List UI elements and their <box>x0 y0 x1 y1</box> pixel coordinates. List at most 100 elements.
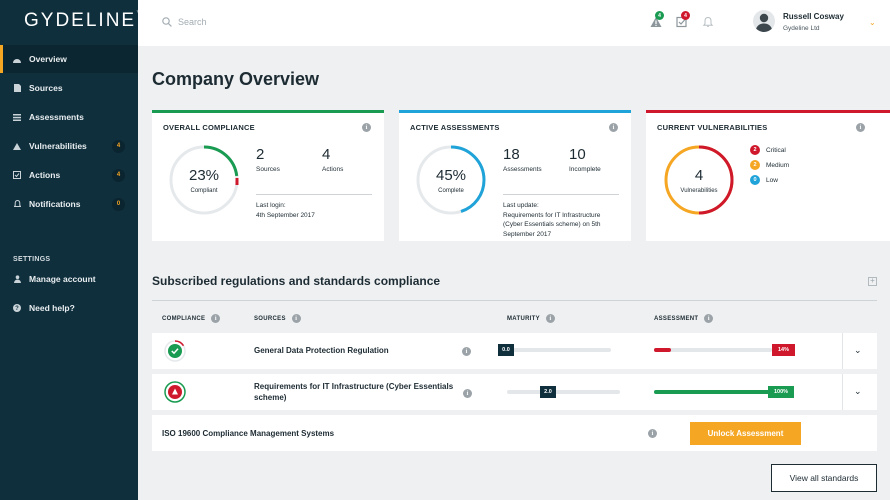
last-update-text: September 2017 <box>503 230 552 238</box>
sidebar-item-label: Notifications <box>29 199 81 209</box>
critical-label: Critical <box>766 146 786 154</box>
assessments-caption: Complete <box>438 188 464 194</box>
expand-icon[interactable]: + <box>868 277 877 286</box>
user-company: Gydeline Ltd <box>783 25 820 32</box>
card-title: OVERALL COMPLIANCE <box>163 123 255 132</box>
info-icon[interactable]: i <box>291 314 301 323</box>
sidebar-item-notifications[interactable]: Notifications 0 <box>0 190 138 218</box>
incomplete-label: Incomplete <box>569 166 601 173</box>
logo[interactable]: GYDELINE™ <box>24 10 141 31</box>
last-update-label: Last update: <box>503 202 539 209</box>
vuln-level-critical[interactable]: 2 Critical <box>750 145 786 155</box>
regulation-row[interactable]: Requirements for IT Infrastructure (Cybe… <box>152 374 877 410</box>
info-icon[interactable]: i <box>211 314 221 323</box>
sidebar-item-assessments[interactable]: Assessments <box>0 103 138 131</box>
sidebar-item-label: Vulnerabilities <box>29 141 87 151</box>
maturity-value: 2.0 <box>540 386 556 398</box>
regulation-name[interactable]: Requirements for IT Infrastructure (Cybe… <box>254 382 454 402</box>
card-accent-bar <box>399 110 631 113</box>
sidebar-item-sources[interactable]: Sources <box>0 74 138 102</box>
checkbox-icon <box>13 171 21 179</box>
settings-heading: SETTINGS <box>13 256 51 263</box>
chevron-down-icon[interactable]: ⌄ <box>854 345 862 355</box>
chevron-down-icon[interactable]: ⌄ <box>869 18 876 27</box>
sidebar-item-vulnerabilities[interactable]: Vulnerabilities 4 <box>0 132 138 160</box>
sources-label: Sources <box>256 166 280 173</box>
count-badge: 4 <box>112 168 125 182</box>
vuln-level-medium[interactable]: 2 Medium <box>750 160 789 170</box>
dashboard-icon <box>13 55 21 63</box>
compliant-status-icon <box>164 340 186 362</box>
actions-count: 4 <box>322 146 331 163</box>
column-header-assessment: ASSESSMENT i <box>654 314 714 323</box>
info-icon[interactable]: i <box>609 123 618 132</box>
assessments-card: ACTIVE ASSESSMENTS i 45% Complete 18 Ass… <box>399 110 631 241</box>
divider <box>503 194 619 195</box>
info-icon[interactable]: i <box>545 314 555 323</box>
view-all-standards-button[interactable]: View all standards <box>771 464 877 492</box>
warning-icon <box>13 142 21 150</box>
medium-label: Medium <box>766 161 790 169</box>
vulnerabilities-gauge <box>664 145 734 215</box>
card-accent-bar <box>152 110 384 113</box>
info-icon[interactable]: i <box>362 123 371 132</box>
section-title: Subscribed regulations and standards com… <box>152 274 441 288</box>
compliance-gauge <box>169 145 239 215</box>
info-icon[interactable]: i <box>704 314 714 323</box>
help-icon: ? <box>13 304 21 312</box>
regulation-name[interactable]: General Data Protection Regulation <box>254 346 389 355</box>
sidebar-item-label: Manage account <box>29 274 96 284</box>
assessments-label: Assessments <box>503 166 542 173</box>
vulnerabilities-caption: Vulnerabilities <box>680 188 718 194</box>
user-name[interactable]: Russell Cosway <box>783 12 844 21</box>
vulnerabilities-card: CURRENT VULNERABILITIES i 4 Vulnerabilit… <box>646 110 890 241</box>
warning-icon[interactable] <box>650 16 662 28</box>
info-icon[interactable]: i <box>648 429 657 438</box>
chevron-down-icon[interactable]: ⌄ <box>854 386 862 396</box>
incomplete-count: 10 <box>569 146 586 163</box>
card-title: CURRENT VULNERABILITIES <box>657 123 768 132</box>
info-icon[interactable]: i <box>463 389 472 398</box>
count-badge: 4 <box>112 139 125 153</box>
search-input[interactable] <box>178 15 378 29</box>
regulation-name[interactable]: ISO 19600 Compliance Management Systems <box>162 429 335 438</box>
document-icon <box>13 84 21 92</box>
top-bar: 4 4 Russell Cosway Gydeline Ltd ⌄ <box>138 0 890 46</box>
sidebar-item-manage-account[interactable]: Manage account <box>0 265 138 293</box>
divider <box>842 374 843 410</box>
card-title: ACTIVE ASSESSMENTS <box>410 123 500 132</box>
maturity-bar <box>507 390 620 394</box>
sidebar-item-label: Assessments <box>29 112 84 122</box>
assessment-value: 14% <box>772 344 795 356</box>
vulnerabilities-count: 4 <box>694 167 704 184</box>
card-accent-bar <box>646 110 890 113</box>
compliance-card: OVERALL COMPLIANCE i 23% Compliant 2 Sou… <box>152 110 384 241</box>
actions-label: Actions <box>322 166 344 173</box>
critical-count: 2 <box>750 145 760 155</box>
avatar[interactable] <box>753 10 775 32</box>
user-icon <box>13 275 21 283</box>
divider <box>842 333 843 369</box>
last-update-text: (Cyber Essentials scheme) on 5th <box>503 221 601 228</box>
low-count: 0 <box>750 175 760 185</box>
sidebar-item-overview[interactable]: Overview <box>0 45 138 73</box>
column-header-sources: SOURCES i <box>254 314 301 323</box>
sidebar-item-actions[interactable]: Actions 4 <box>0 161 138 189</box>
search-icon <box>162 17 172 27</box>
assessments-percent: 45% <box>435 167 467 184</box>
last-update-text: Requirements for IT Infrastructure <box>503 211 601 219</box>
column-header-compliance: COMPLIANCE i <box>162 314 221 323</box>
assessment-bar-fill <box>654 348 671 352</box>
unlock-assessment-button[interactable]: Unlock Assessment <box>690 422 801 445</box>
bell-icon[interactable] <box>702 16 714 28</box>
sidebar-item-label: Overview <box>29 54 67 64</box>
info-icon[interactable]: i <box>856 123 865 132</box>
sources-count: 2 <box>256 146 265 163</box>
compliance-caption: Compliant <box>190 188 218 194</box>
regulation-row[interactable]: General Data Protection Regulation i 0.0… <box>152 333 877 369</box>
actions-badge: 4 <box>681 11 690 20</box>
sidebar-item-help[interactable]: ? Need help? <box>0 294 138 322</box>
info-icon[interactable]: i <box>462 347 471 356</box>
vuln-level-low[interactable]: 0 Low <box>750 175 778 185</box>
count-badge: 0 <box>112 197 125 211</box>
